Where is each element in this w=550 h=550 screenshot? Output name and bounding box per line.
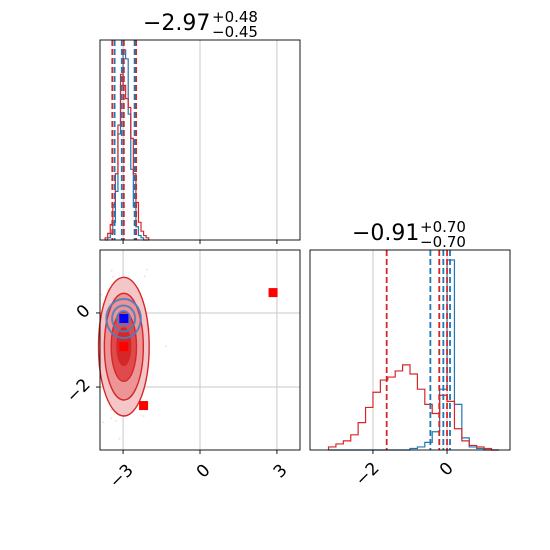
joint-sample-point	[110, 269, 113, 272]
joint-ytick-label-1: −2	[63, 375, 95, 407]
joint-blue-contour-1	[111, 304, 137, 333]
joint-marker-1	[139, 401, 149, 411]
joint-xtick-label-0: −3	[106, 460, 138, 492]
joint-marker-2	[119, 342, 129, 352]
joint-sample-point	[142, 415, 145, 418]
joint-xtick-label-2: 3	[270, 460, 292, 482]
hist-2-frame	[309, 249, 511, 451]
title-2-plus: +0.70	[420, 218, 466, 236]
marginal-histogram-1	[99, 39, 301, 244]
joint-marker-3	[119, 314, 129, 324]
title-1-value: −2.97	[143, 11, 210, 36]
joint-sample-point	[115, 419, 118, 422]
title-panel-2: −0.91 +0.70 −0.70	[352, 218, 466, 251]
joint-sample-point	[164, 345, 167, 348]
title-2-minus: −0.70	[420, 233, 466, 251]
joint-sample-point	[110, 417, 113, 420]
hist-2-series-0	[328, 259, 499, 451]
joint-sample-point	[110, 408, 113, 411]
joint-sample-point	[112, 275, 115, 278]
title-1-plus: +0.48	[212, 8, 258, 26]
title-panel-1: −2.97 +0.48 −0.45	[143, 8, 258, 41]
marginal-histogram-2: −2 0	[309, 249, 511, 490]
hist-2-xtick-label-1: 0	[436, 458, 458, 480]
joint-contour-panel: −3 0 3 0 −2	[63, 249, 301, 492]
hist-2-xtick-label-0: −2	[352, 458, 384, 490]
joint-blue-contour-2	[116, 310, 132, 327]
joint-sample-point	[102, 421, 105, 424]
joint-ytick-label-0: 0	[73, 301, 95, 323]
hist-2-series-1	[327, 364, 499, 451]
joint-marker-0	[268, 288, 278, 298]
title-2-value: −0.91	[352, 221, 419, 246]
joint-sample-point	[146, 268, 149, 271]
joint-sample-point	[100, 293, 103, 296]
title-1-minus: −0.45	[212, 23, 258, 41]
joint-xtick-label-1: 0	[193, 460, 215, 482]
joint-blue-contour-0	[105, 297, 142, 340]
joint-sample-point	[118, 437, 121, 440]
joint-sample-point	[143, 275, 146, 278]
